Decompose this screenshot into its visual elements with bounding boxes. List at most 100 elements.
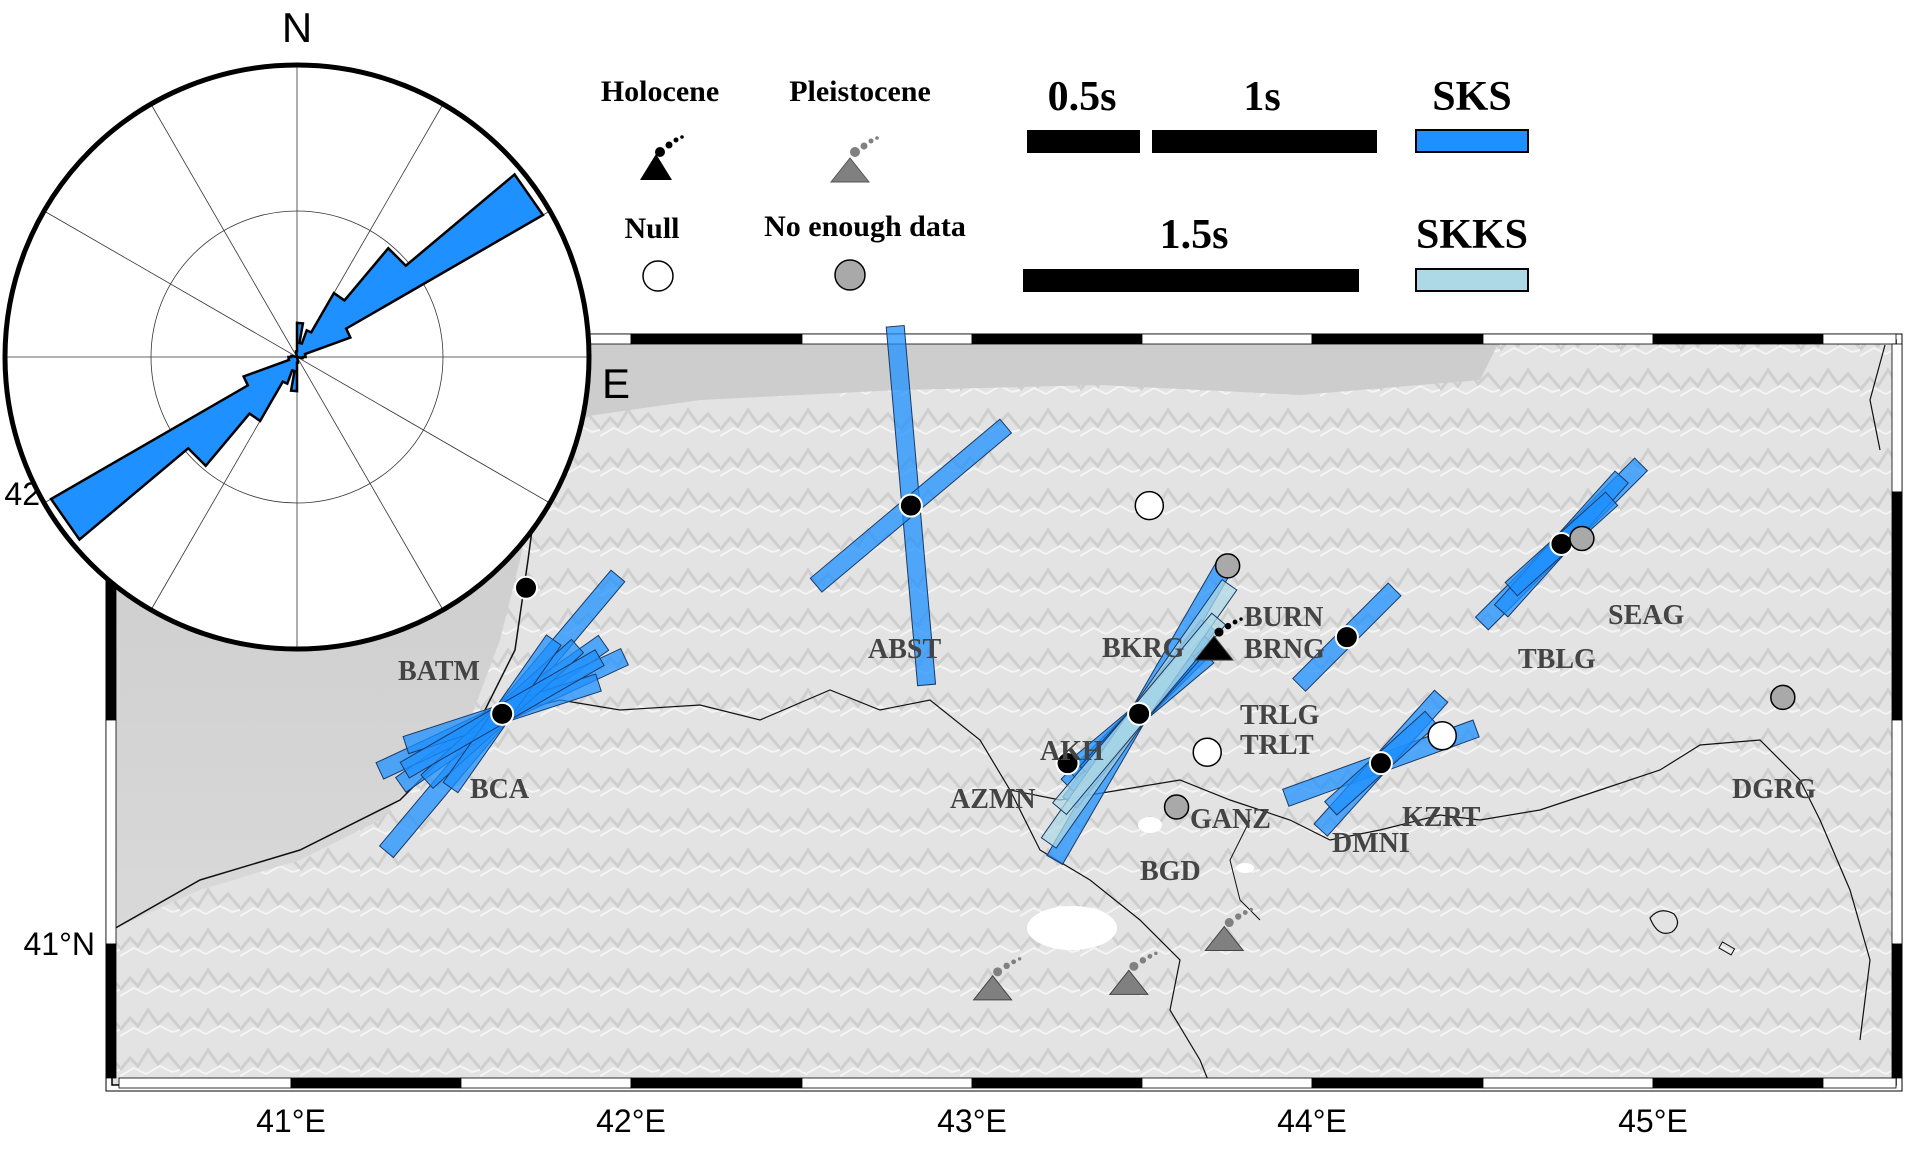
lake-outline-1	[1649, 910, 1679, 934]
frame-tick-right	[1891, 491, 1903, 721]
legend-sks-label: SKS	[1432, 74, 1511, 120]
station-outline	[1427, 721, 1457, 751]
frame-tick-top	[630, 333, 803, 345]
frame-tick-bottom	[118, 1077, 292, 1089]
scale-15-label: 1.5s	[1160, 212, 1229, 258]
station-batm	[514, 575, 539, 600]
legend-pleistocene-icon	[829, 136, 879, 183]
label-bca: BCA	[470, 774, 530, 805]
frame-tick-top	[1141, 333, 1313, 345]
label-bkrg: BKRG	[1102, 633, 1185, 664]
frame-tick-bottom	[1822, 1077, 1897, 1089]
frame-tick-bottom	[1311, 1077, 1484, 1089]
label-ganz: GANZ	[1190, 804, 1271, 835]
frame-tick-top	[1311, 333, 1484, 345]
volcano-symbols	[972, 617, 1253, 1001]
legend-holocene-icon	[640, 135, 684, 180]
label-tblg: TBLG	[1518, 644, 1596, 675]
station-tblg	[1549, 531, 1574, 556]
legend: Holocene Pleistocene Null No enough data…	[601, 74, 1529, 292]
x-tick-44: 44°E	[1277, 1103, 1347, 1139]
frame-tick-bottom	[1141, 1077, 1313, 1089]
x-tick-43: 43°E	[937, 1103, 1007, 1139]
label-brng: BRNG	[1244, 634, 1325, 665]
legend-skks-label: SKKS	[1416, 212, 1528, 258]
station-burn	[1215, 553, 1240, 578]
station-bgd	[1164, 795, 1189, 819]
legend-sks-swatch	[1415, 129, 1529, 153]
station-bca	[490, 701, 515, 726]
station-outline	[1134, 490, 1165, 521]
rose-outline	[2, 62, 592, 652]
y-axis-labels: 41°N 42	[4, 476, 95, 962]
station-outline	[1163, 794, 1190, 820]
x-axis-labels: 41°E 42°E 43°E 44°E 45°E	[256, 1103, 1688, 1139]
legend-null-label: Null	[624, 212, 679, 245]
label-azmn: AZMN	[950, 784, 1036, 815]
station-ganz	[1193, 738, 1222, 767]
label-bgd: BGD	[1140, 856, 1201, 887]
scale-1-bar	[1152, 130, 1377, 153]
frame-tick-left	[105, 719, 117, 945]
station-seag	[1569, 526, 1594, 551]
frame-tick-right	[1891, 943, 1903, 1079]
label-trlt: TRLT	[1240, 730, 1314, 761]
label-batm: BATM	[398, 656, 480, 687]
scale-15-bar	[1023, 269, 1359, 292]
station-outline	[1569, 525, 1595, 552]
legend-skks-swatch	[1415, 268, 1529, 292]
station-kzrt	[1428, 721, 1457, 750]
station-outline	[1770, 684, 1796, 711]
frame-tick-right	[1891, 343, 1903, 493]
legend-holocene-label: Holocene	[601, 75, 719, 108]
holocene-volcano-icon	[1193, 617, 1243, 661]
station-dmni	[1368, 751, 1393, 776]
legend-pleistocene-label: Pleistocene	[789, 75, 931, 108]
rose-diagram: N E	[2, 4, 630, 652]
station-bkrg	[1135, 491, 1164, 520]
station-markers	[490, 490, 1796, 820]
legend-no-data-label: No enough data	[764, 210, 966, 243]
lake-2	[1138, 817, 1162, 833]
rose-north-label: N	[282, 4, 312, 51]
pleistocene-volcano-icon	[1204, 907, 1253, 952]
x-tick-42: 42°E	[596, 1103, 666, 1139]
border-line-3	[1869, 344, 1886, 451]
pleistocene-volcano-icon	[972, 957, 1022, 1001]
label-seag: SEAG	[1608, 600, 1684, 631]
frame-tick-left	[105, 943, 117, 1079]
label-kzrt: KZRT	[1402, 802, 1481, 833]
station-outline	[1192, 737, 1222, 767]
station-labels: BATM BCA ABST BKRG BURN BRNG TRLG TRLT A…	[398, 600, 1816, 887]
frame-tick-bottom	[971, 1077, 1143, 1089]
frame-tick-bottom	[801, 1077, 973, 1089]
frame-tick-right	[1891, 719, 1903, 945]
scale-05-label: 0.5s	[1048, 74, 1117, 120]
frame-tick-bottom	[1652, 1077, 1824, 1089]
label-abst: ABST	[868, 634, 941, 665]
legend-null-icon	[642, 260, 674, 292]
rose-petal-polygon	[49, 172, 545, 542]
station-azmn	[1055, 751, 1080, 776]
station-dgrg	[1770, 685, 1795, 710]
lake-outline-2	[1718, 941, 1736, 956]
label-burn: BURN	[1244, 602, 1323, 633]
lake-3	[1236, 863, 1254, 873]
label-dgrg: DGRG	[1732, 774, 1816, 805]
rose-east-label: E	[602, 360, 630, 407]
rose-petals	[49, 172, 545, 542]
frame-tick-bottom	[460, 1077, 632, 1089]
legend-no-data-icon	[834, 259, 866, 291]
label-dmni: DMNI	[1332, 828, 1410, 859]
frame-tick-top	[1652, 333, 1824, 345]
frame-tick-bottom	[1482, 1077, 1654, 1089]
x-tick-41: 41°E	[256, 1103, 326, 1139]
station-unk1	[1334, 625, 1359, 650]
frame-tick-bottom	[630, 1077, 803, 1089]
station-abst	[898, 493, 923, 518]
northern-lowland	[520, 340, 1500, 460]
station-akh	[1127, 701, 1152, 726]
station-outline	[1214, 553, 1241, 579]
frame-tick-top	[1822, 333, 1897, 345]
